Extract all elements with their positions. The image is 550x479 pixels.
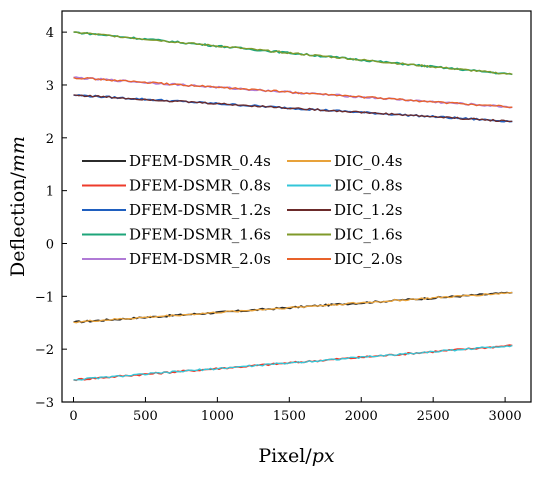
x-tick-label: 2000 [345,409,378,424]
legend-label: DFEM-DSMR_0.8s [129,177,271,195]
y-axis-title-prefix: Deflection/ [7,172,29,277]
series-line-dic-2-0s [73,76,513,108]
legend-item-dfem-dsmr-1-6s: DFEM-DSMR_1.6s [82,226,271,244]
legend-item-dfem-dsmr-0-8s: DFEM-DSMR_0.8s [82,177,271,195]
y-tick-label: −2 [35,343,54,358]
x-tick-label: 0 [69,409,77,424]
plot-lines [73,31,513,382]
legend-item-dic-2-0s: DIC_2.0s [287,250,402,268]
y-axis-ticks: −3 −2 −1 0 1 2 3 4 [35,26,67,411]
x-axis-title-prefix: Pixel/ [258,445,312,467]
legend-label: DIC_1.6s [334,226,402,244]
legend-label: DIC_0.8s [334,177,402,195]
legend-item-dic-0-4s: DIC_0.4s [287,152,402,170]
legend-label: DFEM-DSMR_0.4s [129,152,271,170]
x-axis-title-unit: px [312,445,335,467]
series-line-dic-0-4s [73,291,513,324]
legend-label: DFEM-DSMR_2.0s [129,250,271,268]
y-tick-label: 1 [46,185,54,200]
x-axis-title: Pixel/px [258,445,334,467]
y-tick-label: −3 [35,396,54,411]
y-axis-title-unit: mm [7,136,29,172]
legend-label: DIC_1.2s [334,201,402,219]
legend-label: DIC_0.4s [334,152,402,170]
x-axis-ticks: 0 500 1000 1500 2000 2500 3000 [69,397,522,424]
y-tick-label: 0 [46,237,54,252]
x-tick-label: 3000 [489,409,522,424]
legend-label: DFEM-DSMR_1.6s [129,226,271,244]
x-tick-label: 2500 [417,409,450,424]
legend-label: DIC_2.0s [334,250,402,268]
legend-item-dic-1-6s: DIC_1.6s [287,226,402,244]
y-tick-label: 3 [46,79,54,94]
x-tick-label: 1500 [273,409,306,424]
legend: DFEM-DSMR_0.4s DFEM-DSMR_0.8s DFEM-DSMR_1.… [82,152,402,268]
plot-frame [61,10,532,403]
series-line-dic-0-8s [73,344,513,381]
x-tick-label: 500 [133,409,158,424]
legend-item-dic-0-8s: DIC_0.8s [287,177,402,195]
legend-item-dfem-dsmr-2-0s: DFEM-DSMR_2.0s [82,250,271,268]
legend-label: DFEM-DSMR_1.2s [129,201,271,219]
legend-item-dfem-dsmr-1-2s: DFEM-DSMR_1.2s [82,201,271,219]
y-tick-label: 4 [46,26,54,41]
y-tick-label: −1 [35,290,54,305]
series-line-dic-1-2s [73,94,513,123]
x-tick-label: 1000 [201,409,234,424]
y-axis-title: Deflection/mm [7,136,29,277]
series-line-dic-1-6s [73,31,513,76]
y-tick-label: 2 [46,132,54,147]
legend-item-dic-1-2s: DIC_1.2s [287,201,402,219]
legend-item-dfem-dsmr-0-4s: DFEM-DSMR_0.4s [82,152,271,170]
